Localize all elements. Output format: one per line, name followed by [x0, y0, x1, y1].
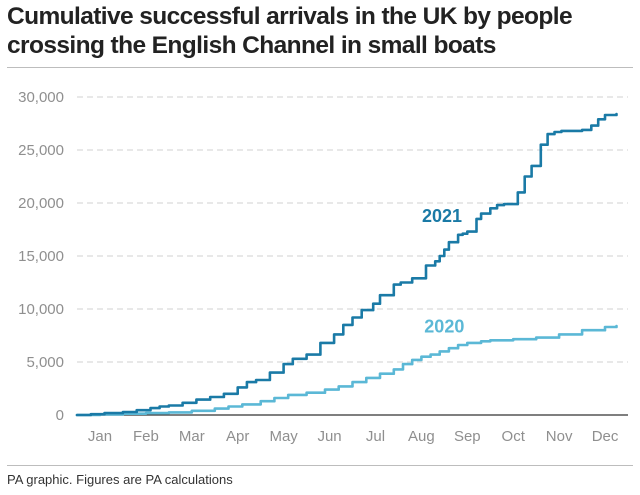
y-tick-label: 30,000	[18, 89, 64, 106]
x-tick-label: Nov	[546, 428, 573, 445]
x-tick-label: Jul	[366, 428, 385, 445]
x-tick-label: Apr	[226, 428, 249, 445]
y-tick-label: 20,000	[18, 195, 64, 212]
chart-title: Cumulative successful arrivals in the UK…	[7, 3, 573, 59]
x-tick-label: May	[269, 428, 298, 445]
gridlines	[77, 96, 628, 416]
x-tick-label: Jan	[88, 428, 112, 445]
series-label-2021: 2021	[422, 206, 462, 226]
series-label-2020: 2020	[424, 316, 464, 336]
y-axis-ticks: 0 5,000 10,000 15,000 20,000 25,000 30,000	[18, 89, 64, 424]
y-tick-label: 10,000	[18, 301, 64, 318]
x-tick-label: Aug	[408, 428, 435, 445]
y-tick-label: 0	[56, 407, 64, 424]
x-tick-label: Mar	[179, 428, 205, 445]
y-tick-label: 15,000	[18, 248, 64, 265]
series-lines	[75, 112, 618, 417]
series-labels: 2021 2020	[422, 206, 464, 336]
line-chart: 0 5,000 10,000 15,000 20,000 25,000 30,000 Jan…	[18, 89, 628, 445]
x-tick-label: Jun	[317, 428, 341, 445]
footer-divider	[7, 465, 633, 466]
y-tick-label: 5,000	[26, 354, 64, 371]
series-line-2020	[75, 324, 618, 417]
x-tick-label: Feb	[133, 428, 159, 445]
series-line-2021	[75, 112, 618, 417]
x-tick-label: Sep	[454, 428, 481, 445]
x-tick-label: Oct	[502, 428, 526, 445]
y-tick-label: 25,000	[18, 142, 64, 159]
title-divider	[7, 67, 633, 68]
x-axis-ticks: Jan Feb Mar Apr May Jun Jul Aug Sep Oct Nov Dec	[88, 428, 619, 445]
footer-credit: PA graphic. Figures are PA calculations	[7, 472, 233, 487]
x-tick-label: Dec	[592, 428, 619, 445]
